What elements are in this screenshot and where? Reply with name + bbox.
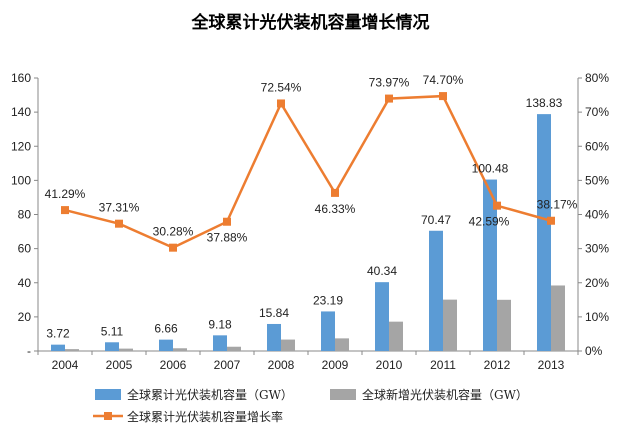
growth-rate-label: 41.29% bbox=[45, 187, 86, 201]
x-tick-label: 2013 bbox=[538, 358, 565, 372]
cumulative-capacity-bar bbox=[159, 339, 173, 351]
cumulative-capacity-bar bbox=[483, 179, 497, 351]
x-tick-label: 2007 bbox=[214, 358, 241, 372]
right-tick-label: 0% bbox=[585, 344, 603, 358]
new-capacity-bar bbox=[227, 346, 241, 351]
legend-cumulative-label: 全球累计光伏装机容量（GW） bbox=[127, 387, 293, 402]
legend-new-swatch bbox=[330, 389, 356, 400]
x-tick-label: 2012 bbox=[484, 358, 511, 372]
right-tick-label: 80% bbox=[585, 71, 609, 85]
left-tick-label: 20 bbox=[18, 310, 32, 324]
new-capacity-bar bbox=[497, 299, 511, 351]
left-tick-label: 40 bbox=[18, 276, 32, 290]
growth-rate-label: 37.88% bbox=[207, 231, 248, 245]
legend-rate-label: 全球累计光伏装机容量增长率 bbox=[127, 409, 283, 424]
growth-rate-line bbox=[64, 94, 552, 250]
growth-rate-label: 74.70% bbox=[423, 73, 464, 87]
cumulative-capacity-label: 6.66 bbox=[154, 322, 178, 336]
growth-rate-point bbox=[439, 92, 447, 101]
right-tick-label: 20% bbox=[585, 276, 609, 290]
left-tick-label: 140 bbox=[11, 105, 31, 119]
left-tick-label: - bbox=[27, 344, 31, 358]
growth-rate-point bbox=[223, 217, 231, 226]
growth-rate-point bbox=[331, 188, 339, 197]
cumulative-capacity-bar bbox=[51, 344, 65, 351]
growth-rate-point bbox=[169, 243, 177, 252]
x-tick-label: 2006 bbox=[160, 358, 187, 372]
x-tick-label: 2011 bbox=[430, 358, 456, 372]
cumulative-capacity-label: 70.47 bbox=[421, 213, 451, 227]
cumulative-capacity-bar bbox=[321, 311, 335, 351]
legend-rate-marker bbox=[104, 412, 112, 420]
cumulative-capacity-bar bbox=[537, 114, 551, 352]
new-capacity-bar bbox=[551, 285, 565, 351]
right-tick-label: 70% bbox=[585, 105, 609, 119]
cumulative-capacity-bar bbox=[105, 342, 119, 351]
bars-layer bbox=[51, 114, 565, 352]
growth-rate-label: 46.33% bbox=[315, 202, 356, 216]
cumulative-capacity-label: 100.48 bbox=[472, 162, 509, 176]
right-tick-label: 50% bbox=[585, 173, 609, 187]
left-tick-label: 80 bbox=[18, 208, 32, 222]
growth-rate-point bbox=[115, 219, 123, 228]
right-tick-label: 40% bbox=[585, 208, 609, 222]
left-tick-label: 100 bbox=[11, 173, 31, 187]
growth-rate-label: 73.97% bbox=[369, 76, 410, 90]
left-tick-label: 60 bbox=[18, 242, 32, 256]
left-tick-label: 160 bbox=[11, 71, 31, 85]
growth-rate-label: 37.31% bbox=[99, 201, 140, 215]
cumulative-capacity-label: 138.83 bbox=[526, 96, 563, 110]
cumulative-capacity-label: 9.18 bbox=[208, 317, 232, 331]
cumulative-capacity-bar bbox=[267, 323, 281, 351]
new-capacity-bar bbox=[389, 321, 403, 351]
growth-rate-point bbox=[493, 201, 501, 210]
cumulative-capacity-bar bbox=[213, 335, 227, 351]
growth-rate-point bbox=[547, 216, 555, 225]
x-tick-label: 2005 bbox=[106, 358, 133, 372]
new-capacity-bar bbox=[173, 348, 187, 351]
right-tick-label: 60% bbox=[585, 139, 609, 153]
growth-rate-label: 72.54% bbox=[261, 80, 302, 94]
line-layer bbox=[61, 92, 555, 252]
new-capacity-bar bbox=[281, 339, 295, 351]
x-tick-label: 2010 bbox=[376, 358, 403, 372]
cumulative-capacity-bar bbox=[375, 282, 389, 351]
cumulative-capacity-bar bbox=[429, 230, 443, 351]
growth-rate-point bbox=[385, 94, 393, 103]
cumulative-capacity-label: 15.84 bbox=[259, 306, 289, 320]
right-tick-label: 30% bbox=[585, 242, 609, 256]
new-capacity-bar bbox=[335, 338, 349, 351]
legend-cumulative-swatch bbox=[95, 389, 121, 400]
growth-rate-point bbox=[61, 206, 69, 215]
chart-title: 全球累计光伏装机容量增长情况 bbox=[191, 13, 430, 33]
new-capacity-bar bbox=[119, 348, 133, 351]
right-tick-label: 10% bbox=[585, 310, 609, 324]
labels-layer: 3.72 5.11 6.66 9.18 15.84 23.19 40.34 70.47 100.… bbox=[45, 73, 578, 341]
cumulative-capacity-label: 23.19 bbox=[313, 293, 343, 307]
left-tick-label: 120 bbox=[11, 139, 31, 153]
new-capacity-bar bbox=[443, 299, 457, 351]
new-capacity-bar bbox=[65, 349, 79, 351]
x-tick-label: 2008 bbox=[268, 358, 295, 372]
cumulative-capacity-label: 40.34 bbox=[367, 264, 397, 278]
growth-rate-label: 42.59% bbox=[469, 215, 510, 229]
x-tick-label: 2004 bbox=[52, 358, 79, 372]
x-tick-label: 2009 bbox=[322, 358, 349, 372]
legend-new-label: 全球新增光伏装机容量（GW） bbox=[362, 387, 528, 402]
growth-rate-label: 38.17% bbox=[537, 198, 578, 212]
growth-rate-label: 30.28% bbox=[153, 225, 194, 239]
growth-rate-point bbox=[277, 99, 285, 108]
legend-layer: 全球累计光伏装机容量（GW） 全球新增光伏装机容量（GW） 全球累计光伏装机容量增长… bbox=[93, 387, 528, 424]
cumulative-capacity-label: 5.11 bbox=[101, 324, 124, 338]
cumulative-capacity-label: 3.72 bbox=[46, 327, 70, 341]
